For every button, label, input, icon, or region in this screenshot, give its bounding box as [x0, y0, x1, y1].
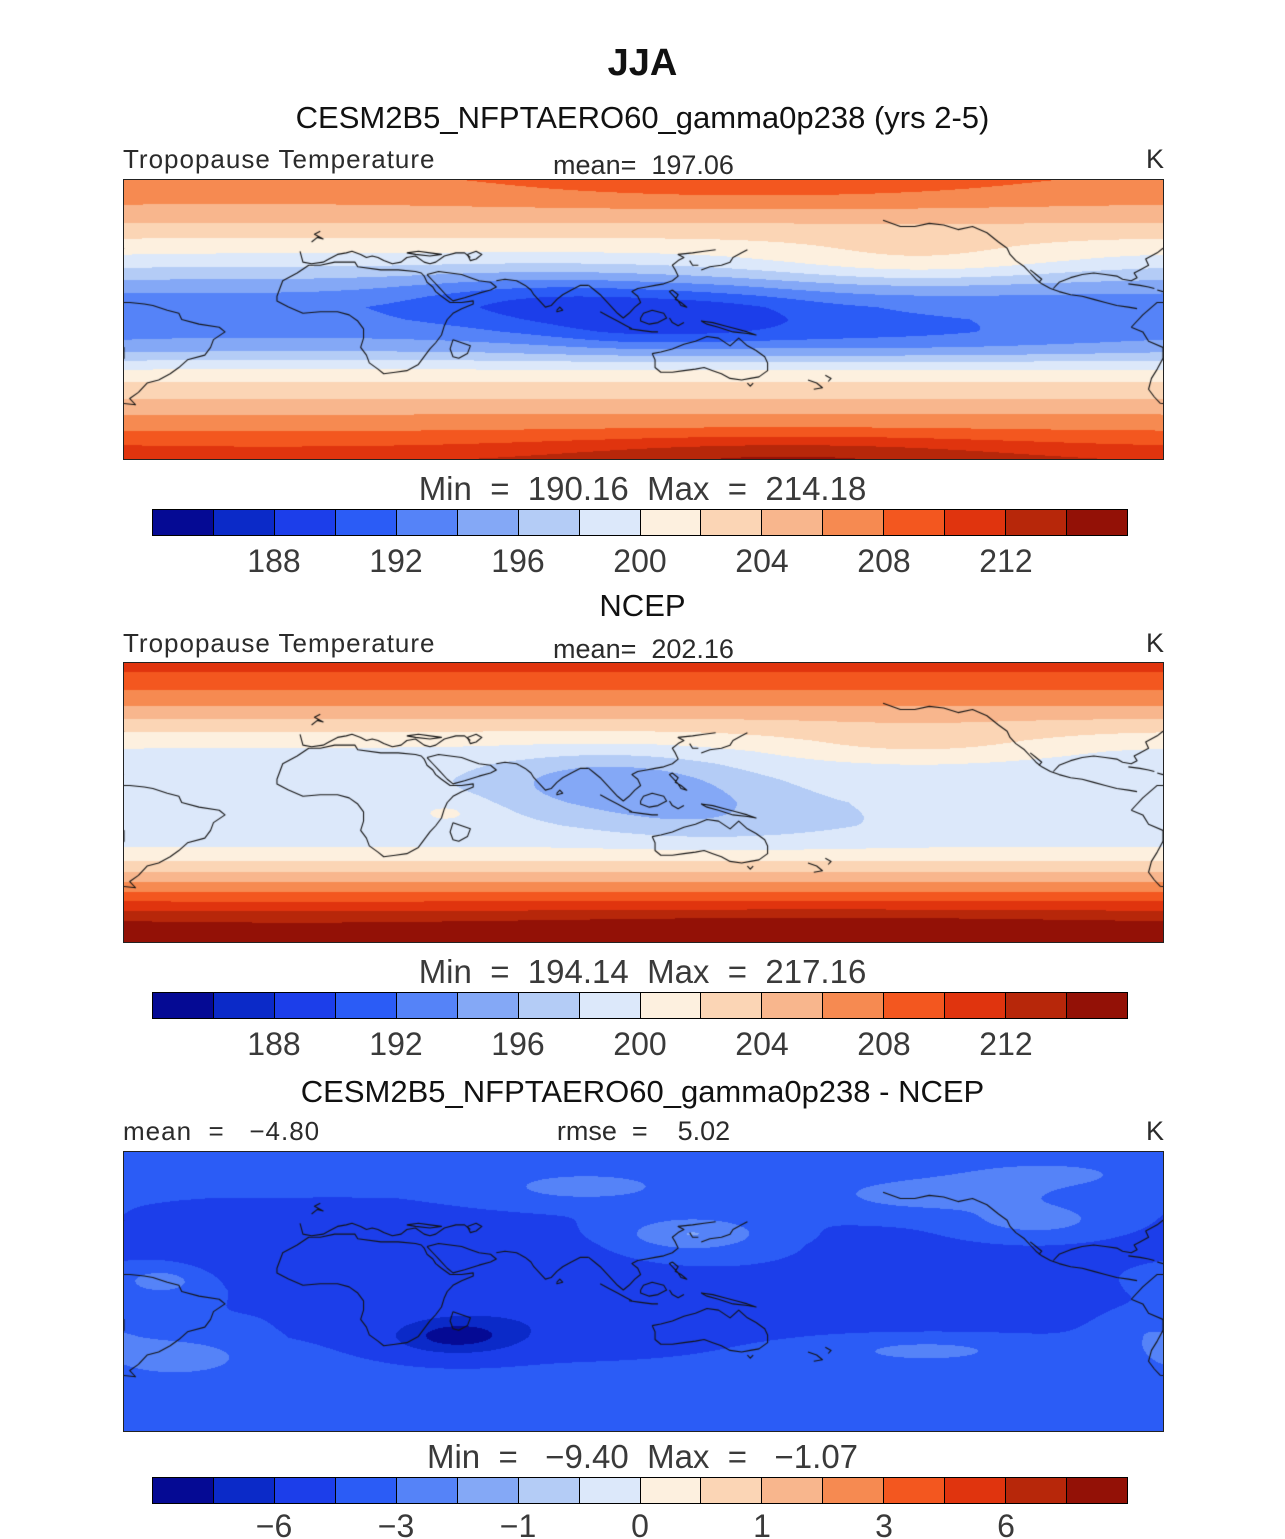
tick-label: 196 — [491, 1026, 545, 1062]
colorbar-cell — [944, 509, 1007, 536]
diff-mean-label: mean = −4.80 — [123, 1116, 321, 1146]
field-label: Tropopause Temperature — [123, 628, 436, 658]
tick-label: 0 — [631, 1508, 649, 1539]
colorbar-cell — [944, 992, 1007, 1019]
colorbar-cell — [152, 509, 214, 536]
panel-ncep-header: Tropopause Temperature mean= 202.16 K — [123, 628, 1164, 664]
colorbar-cell — [944, 1477, 1007, 1504]
tick-label: 208 — [857, 1026, 911, 1062]
unit-label: K — [1145, 1116, 1164, 1146]
colorbar-cell — [273, 509, 336, 536]
colorbar-cell — [883, 1477, 946, 1504]
colorbar-cell — [334, 992, 397, 1019]
colorbar-cell — [761, 992, 824, 1019]
colorbar-cell — [212, 509, 275, 536]
colorbar-cell — [700, 992, 763, 1019]
map-canvas-diff — [123, 1151, 1164, 1432]
panel-ncep-title: NCEP — [599, 588, 686, 623]
minmax-label-diff: Min = −9.40 Max = −1.07 — [426, 1438, 859, 1475]
colorbar-cell — [334, 1477, 397, 1504]
diff-rmse-label: rmse = 5.02 — [556, 1116, 731, 1146]
tick-label: −3 — [377, 1508, 415, 1539]
colorbar-diff — [152, 1477, 1128, 1504]
colorbar-cell — [1066, 509, 1128, 536]
colorbar-cell — [212, 992, 275, 1019]
colorbar-cell — [456, 1477, 519, 1504]
colorbar-cell — [517, 1477, 580, 1504]
colorbar-cell — [883, 509, 946, 536]
minmax-label-model: Min = 190.16 Max = 214.18 — [418, 470, 867, 507]
colorbar-cell — [273, 1477, 336, 1504]
colorbar-cell — [761, 1477, 824, 1504]
colorbar-cell — [456, 509, 519, 536]
colorbar-ticks-model: 188 192 196 200 204 208 212 — [152, 543, 1128, 581]
colorbar-cell — [1005, 1477, 1068, 1504]
tick-label: 212 — [979, 1026, 1033, 1062]
colorbar-ticks-ncep: 188 192 196 200 204 208 212 — [152, 1026, 1128, 1064]
colorbar-cell — [822, 992, 885, 1019]
panel-diff-title: CESM2B5_NFPTAERO60_gamma0p238 - NCEP — [300, 1074, 985, 1109]
colorbar-cell — [1066, 1477, 1128, 1504]
colorbar-ncep — [152, 992, 1128, 1019]
colorbar-cell — [517, 509, 580, 536]
map-canvas-ncep — [123, 662, 1164, 943]
colorbar-cell — [1005, 509, 1068, 536]
colorbar-cell — [273, 992, 336, 1019]
colorbar-cell — [578, 509, 641, 536]
colorbar-cell — [395, 992, 458, 1019]
colorbar-cell — [639, 509, 702, 536]
colorbar-cell — [395, 509, 458, 536]
tick-label: 6 — [997, 1508, 1015, 1539]
tick-label: 204 — [735, 543, 789, 579]
mean-value-label: mean= 197.06 — [553, 150, 734, 180]
unit-label: K — [1145, 628, 1164, 658]
colorbar-cell — [517, 992, 580, 1019]
tick-label: 200 — [613, 1026, 667, 1062]
colorbar-cell — [822, 1477, 885, 1504]
map-canvas-model — [123, 179, 1164, 460]
tick-label: 3 — [875, 1508, 893, 1539]
field-label: Tropopause Temperature — [123, 144, 436, 174]
colorbar-cell — [883, 992, 946, 1019]
unit-label: K — [1145, 144, 1164, 174]
colorbar-cell — [152, 1477, 214, 1504]
tick-label: 212 — [979, 543, 1033, 579]
colorbar-cell — [761, 509, 824, 536]
tick-label: 192 — [369, 543, 423, 579]
colorbar-cell — [578, 1477, 641, 1504]
minmax-label-ncep: Min = 194.14 Max = 217.16 — [418, 953, 867, 990]
season-title: JJA — [607, 42, 678, 84]
tick-label: 204 — [735, 1026, 789, 1062]
colorbar-cell — [1005, 992, 1068, 1019]
tick-label: 208 — [857, 543, 911, 579]
colorbar-ticks-diff: −6 −3 −1 0 1 3 6 — [152, 1508, 1128, 1539]
tick-label: −1 — [499, 1508, 537, 1539]
mean-value-label: mean= 202.16 — [553, 634, 734, 664]
tick-label: 200 — [613, 543, 667, 579]
panel-model-header: Tropopause Temperature mean= 197.06 K — [123, 144, 1164, 180]
colorbar-cell — [395, 1477, 458, 1504]
colorbar-cell — [700, 1477, 763, 1504]
colorbar-cell — [578, 992, 641, 1019]
panel-model-title: CESM2B5_NFPTAERO60_gamma0p238 (yrs 2-5) — [295, 100, 990, 135]
tick-label: 188 — [247, 1026, 301, 1062]
colorbar-cell — [152, 992, 214, 1019]
colorbar-cell — [334, 509, 397, 536]
colorbar-model — [152, 509, 1128, 536]
colorbar-cell — [212, 1477, 275, 1504]
colorbar-cell — [456, 992, 519, 1019]
tick-label: 188 — [247, 543, 301, 579]
colorbar-cell — [639, 992, 702, 1019]
colorbar-cell — [822, 509, 885, 536]
tick-label: −6 — [255, 1508, 293, 1539]
colorbar-cell — [639, 1477, 702, 1504]
colorbar-cell — [1066, 992, 1128, 1019]
tick-label: 196 — [491, 543, 545, 579]
panel-diff-stats: mean = −4.80 rmse = 5.02 K — [123, 1116, 1164, 1150]
colorbar-cell — [700, 509, 763, 536]
tick-label: 192 — [369, 1026, 423, 1062]
tick-label: 1 — [753, 1508, 771, 1539]
